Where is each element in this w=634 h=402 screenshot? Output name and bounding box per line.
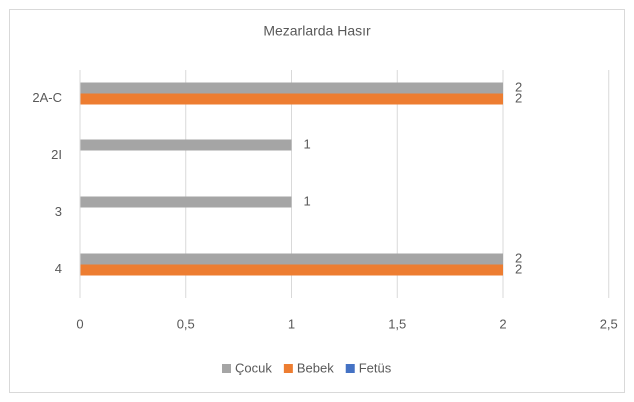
x-tick-label: 0,5 [177,316,195,331]
bar [80,253,503,265]
bar [80,264,503,276]
y-tick-label: 2I [51,147,62,162]
x-tick-label: 2,5 [600,316,618,331]
y-tick-label: 4 [55,261,62,276]
bar [80,196,292,208]
bar [80,82,503,94]
legend-label: Fetüs [359,360,392,375]
chart-title: Mezarlarda Hasır [263,23,371,39]
y-tick-label: 2A-C [32,90,62,105]
bar [80,139,292,151]
legend-swatch [283,364,293,373]
x-tick-label: 2 [499,316,506,331]
x-tick-label: 1,5 [388,316,406,331]
bar [80,93,503,105]
data-label: 2 [515,90,522,105]
data-label: 1 [304,193,311,208]
legend-swatch [345,364,355,373]
x-tick-label: 0 [76,316,83,331]
legend-label: Bebek [297,360,334,375]
legend-swatch [222,364,231,373]
data-label: 2 [515,250,522,265]
y-tick-label: 3 [55,204,62,219]
legend-label: Çocuk [235,360,272,375]
x-tick-label: 1 [288,316,295,331]
data-label: 1 [304,136,311,151]
data-label: 2 [515,261,522,276]
data-label: 2 [515,79,522,94]
